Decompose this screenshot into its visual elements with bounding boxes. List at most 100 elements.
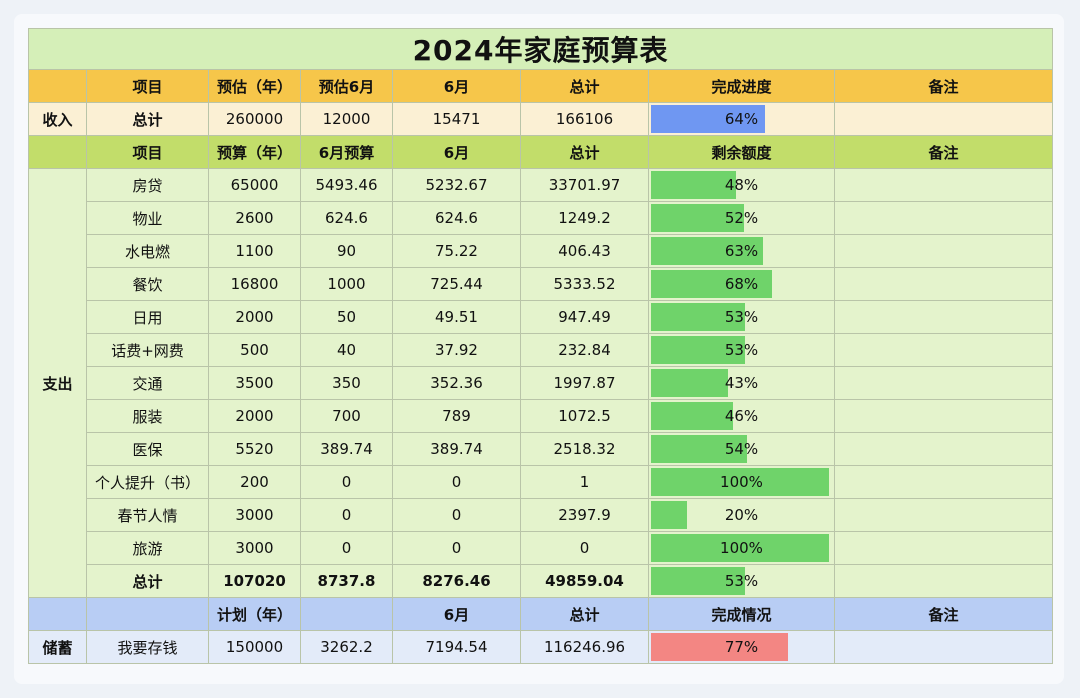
expense-annual: 500: [208, 333, 301, 367]
expense-header-cell: 剩余额度: [648, 135, 835, 169]
expense-header-blank: [28, 135, 87, 169]
saving-annual: 150000: [208, 630, 301, 664]
page-title: 2024年家庭预算表: [27, 28, 1054, 70]
title-row: 2024年家庭预算表: [27, 28, 1054, 70]
expense-total: 2518.32: [520, 432, 649, 466]
saving-header-blank: [28, 597, 87, 631]
expense-june: 0: [392, 498, 521, 532]
progress-bar-label: 20%: [724, 506, 759, 524]
expense-row: 春节人情 3000 0 0 2397.9 20%: [29, 498, 1054, 532]
saving-june: 7194.54: [392, 630, 521, 664]
expense-note: [833, 267, 1054, 301]
expense-item: 医保: [86, 432, 209, 466]
expense-row: 交通 3500 350 352.36 1997.87 43%: [29, 366, 1054, 400]
expense-june-budget: 5493.46: [300, 168, 393, 202]
expense-item: 交通: [86, 366, 209, 400]
income-header-cell: 总计: [520, 69, 649, 103]
expense-total: 1: [520, 465, 649, 499]
expense-total: 2397.9: [520, 498, 649, 532]
income-est-june: 12000: [300, 102, 393, 136]
expense-row: 水电燃 1100 90 75.22 406.43 63%: [29, 234, 1054, 268]
expense-note: [833, 333, 1054, 367]
saving-header-cell: 完成情况: [648, 597, 835, 631]
expense-header-row: 项目 预算（年） 6月预算 6月 总计 剩余额度 备注: [28, 135, 1054, 169]
expense-row: 旅游 3000 0 0 0 100%: [29, 531, 1054, 565]
progress-bar-fill: [651, 435, 747, 463]
progress-bar-fill: [651, 501, 687, 529]
expense-header-cell: 项目: [86, 135, 209, 169]
income-note: [833, 102, 1054, 136]
progress-bar-label: 48%: [724, 176, 759, 194]
expense-total: 0: [520, 531, 649, 565]
progress-bar-fill: [651, 270, 772, 298]
expense-june: 5232.67: [392, 168, 521, 202]
expense-remaining: 53%: [648, 333, 835, 367]
progress-bar-fill: [651, 303, 745, 331]
saving-header-cell: 6月: [392, 597, 521, 631]
expense-note: [833, 399, 1054, 433]
expense-june-budget: 0: [300, 531, 393, 565]
expense-june-budget: 0: [300, 498, 393, 532]
expense-item: 日用: [86, 300, 209, 334]
expense-june: 389.74: [392, 432, 521, 466]
expense-june: 37.92: [392, 333, 521, 367]
expense-note: [833, 300, 1054, 334]
expense-remaining: 100%: [648, 531, 835, 565]
progress-bar-fill: [651, 534, 829, 562]
expense-remaining: 63%: [648, 234, 835, 268]
expense-note: [833, 531, 1054, 565]
progress-bar-label: 100%: [720, 539, 763, 557]
progress-bar-label: 63%: [724, 242, 759, 260]
expense-june: 0: [392, 465, 521, 499]
expense-june-budget: 40: [300, 333, 393, 367]
expense-annual: 3000: [208, 531, 301, 565]
expense-june-budget: 90: [300, 234, 393, 268]
expense-total: 1072.5: [520, 399, 649, 433]
expense-total-annual: 107020: [208, 564, 301, 598]
expense-note: [833, 432, 1054, 466]
progress-bar-label: 54%: [724, 440, 759, 458]
expense-note: [833, 234, 1054, 268]
expense-total: 33701.97: [520, 168, 649, 202]
saving-total: 116246.96: [520, 630, 649, 664]
expense-total-note: [833, 564, 1054, 598]
expense-remaining: 52%: [648, 201, 835, 235]
expense-item: 水电燃: [86, 234, 209, 268]
expense-note: [833, 168, 1054, 202]
expense-total: 232.84: [520, 333, 649, 367]
income-side-label: 收入: [28, 102, 87, 136]
progress-bar-fill: [651, 336, 745, 364]
expense-total-row: 总计 107020 8737.8 8276.46 49859.04 53%: [29, 564, 1054, 598]
budget-table: 2024年家庭预算表 项目 预估（年） 预估6月 6月 总计 完成进度 备注 收入 总计 2600…: [27, 28, 1054, 664]
expense-item: 房贷: [86, 168, 209, 202]
expense-june: 624.6: [392, 201, 521, 235]
income-header-cell: 6月: [392, 69, 521, 103]
expense-june: 725.44: [392, 267, 521, 301]
expense-remaining: 53%: [648, 300, 835, 334]
expense-total-item: 总计: [86, 564, 209, 598]
expense-total-remaining: 53%: [648, 564, 835, 598]
income-row: 收入 总计 260000 12000 15471 166106 64%: [28, 102, 1054, 136]
expense-june: 0: [392, 531, 521, 565]
expense-row: 话费+网费 500 40 37.92 232.84 53%: [29, 333, 1054, 367]
expense-remaining: 100%: [648, 465, 835, 499]
expense-side-label: 支出: [28, 168, 87, 598]
saving-item: 我要存钱: [86, 630, 209, 664]
expense-june: 49.51: [392, 300, 521, 334]
expense-june: 75.22: [392, 234, 521, 268]
expense-june: 789: [392, 399, 521, 433]
expense-june-budget: 624.6: [300, 201, 393, 235]
progress-bar-fill: [651, 468, 829, 496]
expense-row: 支出 房贷 65000 5493.46 5232.67 33701.97 48%: [28, 168, 1054, 598]
expense-total-sum: 49859.04: [520, 564, 649, 598]
expense-remaining: 20%: [648, 498, 835, 532]
expense-item: 物业: [86, 201, 209, 235]
expense-annual: 3500: [208, 366, 301, 400]
progress-bar-label: 52%: [724, 209, 759, 227]
expense-note: [833, 201, 1054, 235]
expense-row: 个人提升（书） 200 0 0 1 100%: [29, 465, 1054, 499]
expense-annual: 200: [208, 465, 301, 499]
income-annual: 260000: [208, 102, 301, 136]
expense-annual: 5520: [208, 432, 301, 466]
expense-remaining: 48%: [648, 168, 835, 202]
